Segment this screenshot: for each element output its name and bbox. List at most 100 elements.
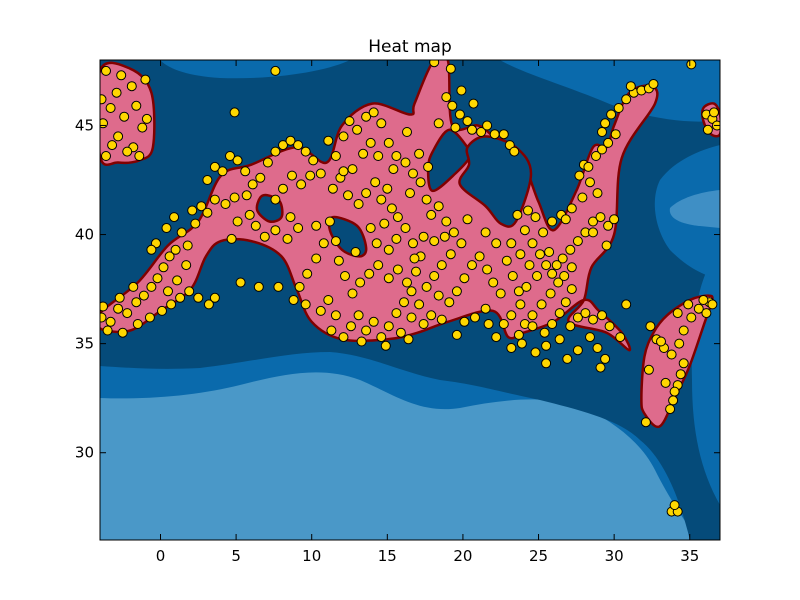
data-point [554,334,565,345]
data-point [572,345,583,356]
data-point [565,244,576,255]
data-point [585,332,595,343]
data-point [163,286,173,297]
data-point [373,260,384,271]
data-point [100,301,108,312]
data-point [134,151,145,161]
data-point [270,225,281,236]
data-point [498,129,509,140]
data-point [270,194,281,205]
data-point [232,216,243,227]
data-point [406,286,417,297]
data-point [107,140,118,151]
y-tick-label: 30 [75,444,94,462]
data-point [447,100,458,111]
data-point [592,188,603,199]
y-axis: 30 35 40 45 [75,116,720,462]
data-point [415,177,426,188]
data-point [288,295,299,305]
data-point [459,273,470,284]
data-point [217,166,228,177]
data-point [391,233,402,244]
data-point [600,118,611,129]
data-point [426,209,437,220]
data-point [244,209,255,220]
data-point [282,233,293,244]
data-point [547,216,558,227]
data-point [340,271,350,281]
data-point [507,271,518,281]
data-point [506,238,517,249]
data-point [368,316,379,327]
data-point [456,85,467,96]
data-point [144,312,155,323]
data-point [386,203,397,214]
data-point [182,240,193,251]
data-point [379,218,390,229]
contour-level-light-top [160,60,720,122]
data-point [399,297,409,308]
data-point [656,336,666,347]
data-point [365,137,376,148]
data-point [536,299,547,310]
data-point [669,500,680,511]
data-point [560,297,571,308]
data-point [305,170,316,181]
data-point [480,227,491,238]
data-point [595,212,606,223]
data-point [409,253,420,264]
data-point [521,281,532,292]
data-point [146,281,157,292]
data-point [355,277,366,288]
data-point [166,299,177,310]
data-point [323,295,334,305]
data-point [541,260,552,271]
data-point [678,325,689,336]
plot-area [100,60,720,540]
data-point [220,199,231,209]
x-tick-label: 30 [605,547,624,565]
data-point [300,146,311,157]
data-point [693,303,704,314]
data-point [577,192,588,203]
y-tick-label: 35 [75,335,94,353]
data-point [597,127,607,137]
data-point [488,277,499,288]
data-points [100,60,720,517]
data-point [311,253,322,264]
data-point [364,268,375,279]
data-point [209,194,220,205]
data-point [311,220,322,231]
data-point [406,312,417,323]
data-point [414,148,425,159]
data-point [672,308,683,319]
data-point [566,284,577,295]
data-point [436,260,447,271]
data-point [512,209,523,220]
data-point [445,249,456,260]
data-point [392,212,403,223]
data-point [229,107,240,118]
data-point [190,218,201,229]
data-point [392,264,403,275]
data-point [203,299,214,310]
data-point [202,207,213,218]
data-point [566,203,577,214]
data-point [152,273,163,284]
data-point [240,166,251,177]
data-point [352,124,363,135]
data-point [383,273,394,284]
data-point [459,316,470,327]
data-point [585,177,595,188]
data-point [566,262,577,273]
data-point [105,316,116,327]
data-point [580,308,591,319]
data-point [330,236,341,247]
data-point [621,299,632,310]
data-point [523,205,533,216]
data-point [527,321,538,332]
data-point [451,286,462,297]
data-point [515,249,526,260]
data-point [170,244,181,255]
